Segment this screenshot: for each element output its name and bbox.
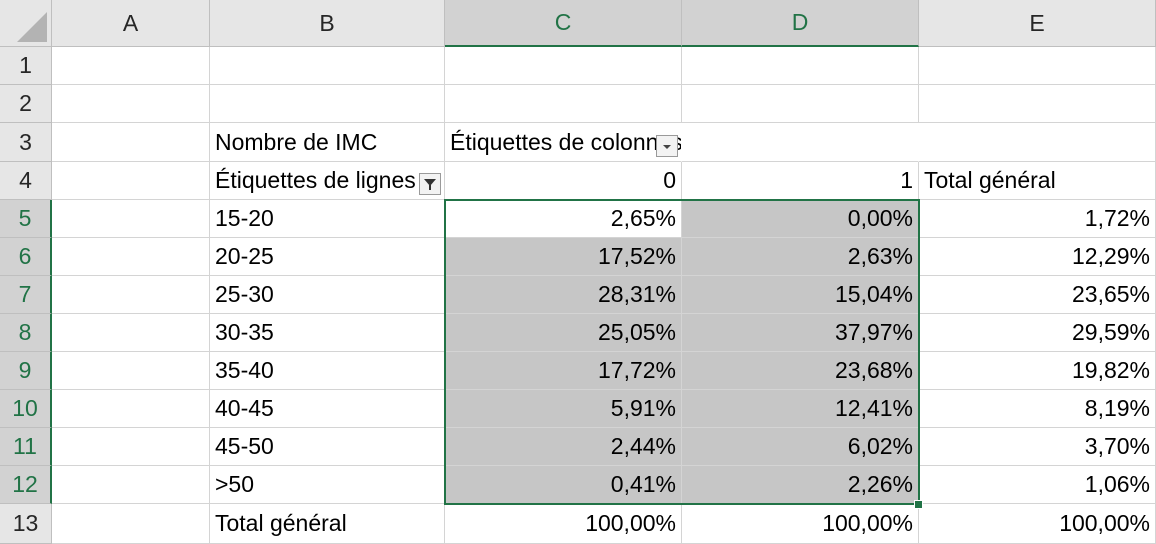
pivot-value-field-label[interactable]: Nombre de IMC [210,123,445,162]
row-header[interactable]: 13 [0,504,52,544]
grand-total-cell[interactable]: 100,00% [445,504,682,544]
row-header[interactable]: 5 [0,200,52,238]
column-header-b[interactable]: B [210,0,445,47]
cell-a7[interactable] [52,276,210,314]
select-all-corner[interactable] [0,0,52,47]
cell-d1[interactable] [682,47,919,85]
cell-c1[interactable] [445,47,682,85]
cell-a9[interactable] [52,352,210,390]
cell-b1[interactable] [210,47,445,85]
cell-a5[interactable] [52,200,210,238]
row-label[interactable]: >50 [210,466,445,504]
row-header[interactable]: 9 [0,352,52,390]
data-cell[interactable]: 12,41% [682,390,919,428]
total-cell[interactable]: 29,59% [919,314,1156,352]
cell-c2[interactable] [445,85,682,123]
cell-a4[interactable] [52,162,210,200]
row-label[interactable]: 30-35 [210,314,445,352]
row-header[interactable]: 1 [0,47,52,85]
row-header[interactable]: 7 [0,276,52,314]
cell-a2[interactable] [52,85,210,123]
total-cell[interactable]: 23,65% [919,276,1156,314]
row-header[interactable]: 3 [0,123,52,162]
cell-a13[interactable] [52,504,210,544]
cell-a10[interactable] [52,390,210,428]
grand-total-row-label[interactable]: Total général [210,504,445,544]
data-cell[interactable]: 6,02% [682,428,919,466]
data-cell[interactable]: 2,44% [445,428,682,466]
cell-e2[interactable] [919,85,1156,123]
data-cell[interactable]: 25,05% [445,314,682,352]
row-header[interactable]: 8 [0,314,52,352]
active-cell[interactable]: 2,65% [445,200,682,238]
data-cell[interactable]: 28,31% [445,276,682,314]
data-cell[interactable]: 2,63% [682,238,919,276]
row-label[interactable]: 45-50 [210,428,445,466]
column-header-d[interactable]: D [682,0,919,47]
cell-a12[interactable] [52,466,210,504]
row-label[interactable]: 20-25 [210,238,445,276]
dropdown-arrow-icon[interactable] [656,135,678,157]
data-cell[interactable]: 17,52% [445,238,682,276]
total-cell[interactable]: 3,70% [919,428,1156,466]
pivot-col-value-0[interactable]: 0 [445,162,682,200]
pivot-row-labels-header[interactable]: Étiquettes de lignes [210,162,445,200]
column-header-a[interactable]: A [52,0,210,47]
cell-a1[interactable] [52,47,210,85]
grand-total-cell[interactable]: 100,00% [682,504,919,544]
grand-total-header[interactable]: Total général [919,162,1156,200]
data-cell[interactable]: 0,00% [682,200,919,238]
pivot-column-labels-header[interactable]: Étiquettes de colonnes [445,123,682,162]
cell-a3[interactable] [52,123,210,162]
total-cell[interactable]: 8,19% [919,390,1156,428]
total-cell[interactable]: 1,06% [919,466,1156,504]
row-header[interactable]: 12 [0,466,52,504]
data-cell[interactable]: 5,91% [445,390,682,428]
row-label[interactable]: 15-20 [210,200,445,238]
total-cell[interactable]: 19,82% [919,352,1156,390]
cell-e1[interactable] [919,47,1156,85]
data-cell[interactable]: 37,97% [682,314,919,352]
cell-b2[interactable] [210,85,445,123]
row-header[interactable]: 2 [0,85,52,123]
row-header[interactable]: 10 [0,390,52,428]
column-header-e[interactable]: E [919,0,1156,47]
grand-total-cell[interactable]: 100,00% [919,504,1156,544]
data-cell[interactable]: 0,41% [445,466,682,504]
cell-d3[interactable] [682,123,919,162]
cell-a6[interactable] [52,238,210,276]
fill-handle[interactable] [914,500,923,509]
filter-funnel-icon[interactable] [419,173,441,195]
cell-a8[interactable] [52,314,210,352]
cell-a11[interactable] [52,428,210,466]
pivot-col-value-1[interactable]: 1 [682,162,919,200]
data-cell[interactable]: 2,26% [682,466,919,504]
cell-d2[interactable] [682,85,919,123]
row-header[interactable]: 6 [0,238,52,276]
row-label[interactable]: 25-30 [210,276,445,314]
cell-e3[interactable] [919,123,1156,162]
total-cell[interactable]: 12,29% [919,238,1156,276]
column-header-c[interactable]: C [445,0,682,47]
data-cell[interactable]: 15,04% [682,276,919,314]
row-label[interactable]: 35-40 [210,352,445,390]
row-header[interactable]: 11 [0,428,52,466]
row-header[interactable]: 4 [0,162,52,200]
data-cell[interactable]: 23,68% [682,352,919,390]
total-cell[interactable]: 1,72% [919,200,1156,238]
row-label[interactable]: 40-45 [210,390,445,428]
data-cell[interactable]: 17,72% [445,352,682,390]
